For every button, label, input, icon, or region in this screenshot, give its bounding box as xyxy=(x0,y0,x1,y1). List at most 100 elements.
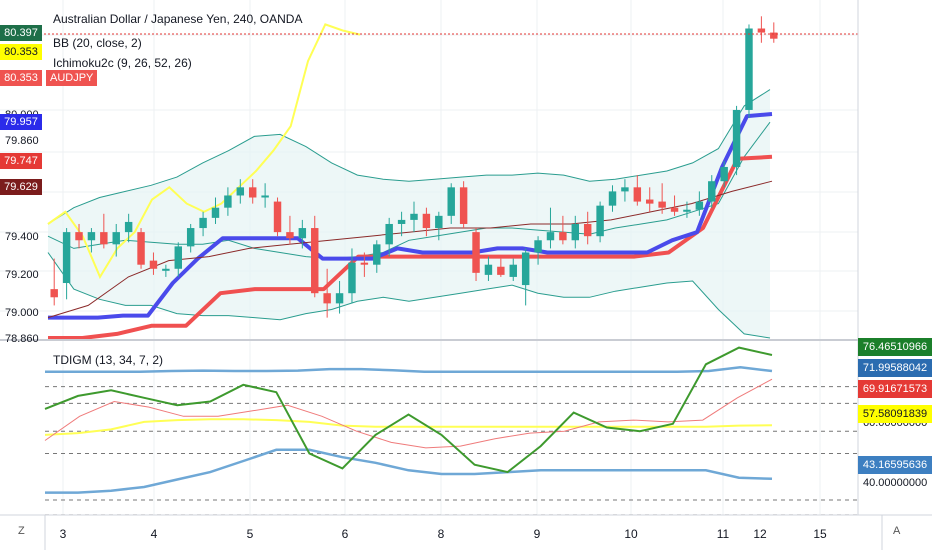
candle-body xyxy=(447,187,455,216)
time-axis[interactable]: 3 4 5 6 8 9 10 11 12 15 xyxy=(60,527,827,541)
time-axis-label: 8 xyxy=(438,527,445,541)
candle-body xyxy=(546,232,555,241)
candle-body xyxy=(236,187,245,196)
candle-body xyxy=(571,223,580,241)
time-axis-label: 11 xyxy=(717,527,730,541)
candle-body xyxy=(559,232,567,241)
candle-body xyxy=(248,187,257,198)
candle-body xyxy=(683,209,691,212)
candle-body xyxy=(509,264,517,277)
tdi-signal-line xyxy=(44,378,773,449)
candle-body xyxy=(621,187,629,192)
candle-body xyxy=(708,181,716,202)
time-axis-label: 15 xyxy=(813,527,827,541)
candle-body xyxy=(137,232,145,265)
bollinger-middle-line xyxy=(47,121,771,260)
candle-body xyxy=(62,232,71,284)
tdigm-pane xyxy=(44,346,858,516)
tdi-tag-upper: 71.99588042 xyxy=(858,359,932,377)
bollinger-legend[interactable]: BB (20, close, 2) xyxy=(53,36,142,50)
price-axis-label: 78.860 xyxy=(5,333,39,345)
time-axis-label: 12 xyxy=(753,527,767,541)
candle-body xyxy=(497,266,505,275)
candle-body xyxy=(348,262,356,294)
candle-body xyxy=(745,28,753,110)
tdi-upper-band xyxy=(45,366,773,373)
candle-body xyxy=(596,205,604,237)
candle-body xyxy=(459,187,468,224)
candle-body xyxy=(261,195,269,198)
candle-body xyxy=(149,260,158,269)
candle-body xyxy=(87,232,96,241)
symbol-tag: AUDJPY xyxy=(46,70,98,86)
ichimoku-chikou-line xyxy=(47,180,773,319)
candle-body xyxy=(435,215,443,229)
candle-body xyxy=(298,228,307,239)
tdi-tag-base: 57.58091839 xyxy=(858,405,932,423)
ichimoku-tenkan-line xyxy=(47,23,361,280)
candle-body xyxy=(658,201,666,208)
price-tag-chikou: 79.629 xyxy=(0,179,42,195)
candle-body xyxy=(211,207,220,218)
bollinger-upper-line xyxy=(47,89,771,225)
candle-body xyxy=(224,195,232,208)
candle-body xyxy=(770,32,778,39)
candle-body xyxy=(695,201,704,210)
candle-body xyxy=(484,264,493,275)
tdigm-legend[interactable]: TDIGM (13, 34, 7, 2) xyxy=(53,353,164,367)
symbol-title[interactable]: Australian Dollar / Japanese Yen, 240, O… xyxy=(53,12,303,26)
price-tag-kijun: 79.957 xyxy=(0,114,42,130)
candle-body xyxy=(385,223,393,245)
timezone-button[interactable]: Z xyxy=(18,525,25,537)
tdi-tag-rsi: 76.46510966 xyxy=(858,338,932,356)
candle-body xyxy=(199,217,207,229)
tdi-lower-band xyxy=(45,448,773,494)
time-axis-label: 9 xyxy=(534,527,541,541)
auto-scale-button[interactable]: A xyxy=(893,525,901,537)
price-tag-senkou: 79.747 xyxy=(0,153,42,169)
candles-group xyxy=(50,16,778,318)
candle-body xyxy=(323,293,331,304)
candle-body xyxy=(720,166,728,182)
time-axis-label: 6 xyxy=(342,527,349,541)
candle-body xyxy=(273,201,282,233)
candle-body xyxy=(422,213,431,229)
tdi-rsi-price-line xyxy=(44,346,773,474)
time-axis-label: 10 xyxy=(624,527,638,541)
candle-body xyxy=(75,232,83,241)
candle-body xyxy=(100,232,108,245)
candle-body xyxy=(521,252,530,286)
price-tag-tenkan: 80.353 xyxy=(0,44,42,60)
candle-body xyxy=(112,232,120,245)
price-axis-ticks[interactable]: 80.00079.86079.40079.20079.00078.86040.0… xyxy=(5,109,927,489)
ichimoku-kijun-line xyxy=(48,112,773,320)
price-pane xyxy=(0,0,858,515)
candle-body xyxy=(670,207,679,212)
price-tag-high: 80.397 xyxy=(0,25,42,41)
price-axis-label: 79.000 xyxy=(5,307,39,319)
candle-body xyxy=(335,293,344,304)
price-axis-label: 79.400 xyxy=(5,231,39,243)
candle-body xyxy=(311,228,319,294)
ichimoku-legend[interactable]: Ichimoku2c (9, 26, 52, 26) xyxy=(53,56,192,70)
candle-body xyxy=(646,199,654,204)
tdi-tag-signal: 69.91671573 xyxy=(858,380,932,398)
candle-body xyxy=(162,268,170,271)
time-axis-label: 5 xyxy=(247,527,254,541)
price-axis-label: 79.860 xyxy=(5,135,39,147)
candle-body xyxy=(757,28,766,33)
candle-body xyxy=(286,232,294,239)
candle-body xyxy=(608,191,617,206)
candle-body xyxy=(373,244,381,265)
bollinger-lower-line xyxy=(47,252,771,339)
candle-body xyxy=(534,240,542,253)
candle-body xyxy=(124,221,133,233)
tdi-tag-lower: 43.16595636 xyxy=(858,456,932,474)
candle-body xyxy=(732,109,741,167)
price-axis-label: 79.200 xyxy=(5,269,39,281)
candle-body xyxy=(633,187,642,202)
ichimoku-senkou-line xyxy=(48,154,773,340)
candle-body xyxy=(174,246,182,269)
tdi-market-base-line xyxy=(44,418,773,436)
